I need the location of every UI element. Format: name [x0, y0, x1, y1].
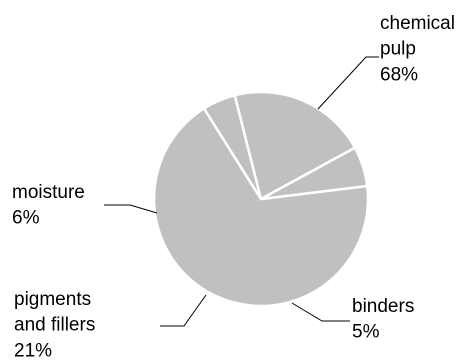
leader-line-binders	[291, 302, 350, 322]
pie-slice-chemical-pulp	[152, 107, 370, 308]
slice-name-label: chemical	[380, 13, 455, 34]
slice-name-label: binders	[352, 296, 414, 317]
pie-slice-moisture	[259, 146, 369, 201]
leader-line-pigments-and-fillers	[160, 294, 207, 327]
slice-labels: chemical pulp 68% binders 5% pigments and fill…	[12, 13, 455, 361]
slice-name-label: moisture	[12, 182, 85, 203]
slice-label-pigments-and-fillers: pigments and fillers 21%	[14, 289, 95, 361]
slice-name-label: and fillers	[14, 315, 95, 336]
leader-lines	[104, 56, 379, 327]
slice-name-label: pulp	[380, 39, 416, 60]
slice-label-chemical-pulp: chemical pulp 68%	[380, 13, 455, 85]
leader-line-chemical-pulp	[317, 56, 379, 110]
slice-label-moisture: moisture 6%	[12, 182, 85, 229]
slice-value-label: 21%	[14, 340, 52, 361]
slice-name-label: pigments	[14, 289, 91, 310]
pie-slice-pigments-and-fillers	[233, 90, 357, 201]
slice-value-label: 5%	[352, 322, 380, 343]
slice-value-label: 6%	[12, 208, 40, 229]
slice-value-label: 68%	[380, 64, 418, 85]
pie-slices	[152, 90, 370, 308]
slice-label-binders: binders 5%	[352, 296, 414, 343]
leader-line-moisture	[104, 204, 158, 214]
